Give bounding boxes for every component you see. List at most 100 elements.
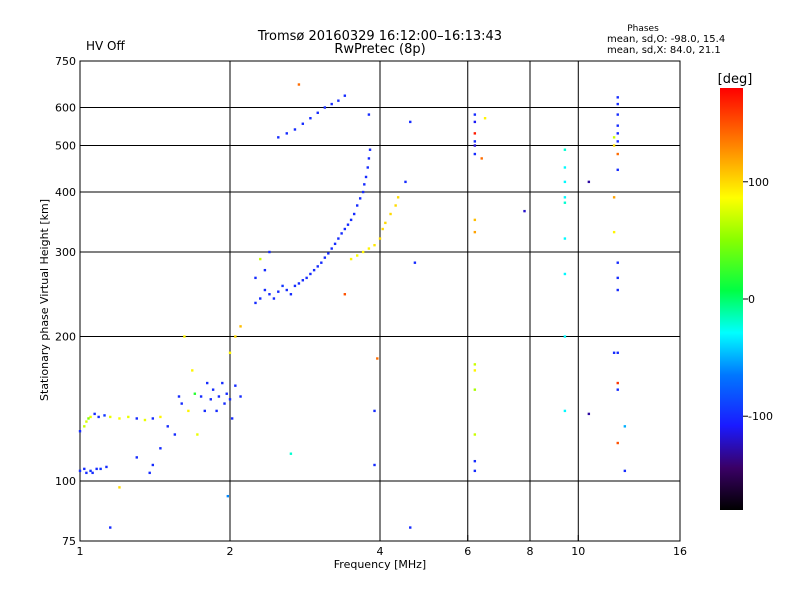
data-point xyxy=(272,297,276,300)
data-point xyxy=(612,351,616,354)
data-point xyxy=(563,335,567,338)
data-point xyxy=(118,417,121,420)
data-point xyxy=(205,381,209,385)
data-point xyxy=(616,102,619,106)
data-point xyxy=(473,120,477,124)
data-point xyxy=(234,335,237,338)
data-point xyxy=(587,180,591,184)
y-axis-ticks: 75 100 200 300 400 500 600 750 xyxy=(55,55,76,548)
data-point xyxy=(309,272,312,276)
data-point xyxy=(367,247,371,250)
data-point xyxy=(148,471,151,475)
data-point xyxy=(87,417,90,420)
data-point xyxy=(301,122,305,125)
data-point xyxy=(239,395,242,398)
data-point xyxy=(254,301,257,305)
data-point xyxy=(616,381,619,385)
data-point xyxy=(587,412,591,416)
data-point xyxy=(381,227,384,231)
data-point xyxy=(616,96,619,99)
data-point xyxy=(612,230,616,234)
data-point xyxy=(367,113,371,116)
data-point xyxy=(473,140,477,143)
data-point xyxy=(563,196,567,199)
data-point xyxy=(327,252,330,255)
data-point xyxy=(473,152,477,156)
data-point xyxy=(323,256,327,259)
data-point xyxy=(384,221,387,225)
data-point xyxy=(330,247,333,250)
data-point xyxy=(358,197,362,200)
data-point xyxy=(177,395,181,398)
data-point xyxy=(473,230,477,234)
data-point xyxy=(217,395,221,398)
data-point xyxy=(563,166,567,169)
data-point xyxy=(316,111,319,114)
data-point xyxy=(612,144,616,147)
grid-lines xyxy=(80,61,680,541)
data-point xyxy=(225,392,228,395)
data-point xyxy=(263,268,267,272)
data-point xyxy=(281,284,284,288)
data-point xyxy=(333,242,337,246)
data-point xyxy=(259,257,262,261)
data-point xyxy=(211,388,215,391)
data-point xyxy=(389,212,392,216)
data-point xyxy=(135,456,138,459)
data-point xyxy=(223,402,226,405)
data-point xyxy=(268,293,271,296)
data-point xyxy=(135,417,138,420)
data-point xyxy=(91,471,94,475)
data-point xyxy=(230,417,234,420)
data-point xyxy=(367,157,371,160)
data-point xyxy=(78,469,82,473)
data-point xyxy=(85,420,88,423)
data-point xyxy=(301,279,305,282)
data-point xyxy=(376,357,379,360)
data-point xyxy=(297,282,301,285)
data-points xyxy=(78,83,627,529)
data-point xyxy=(473,132,477,135)
data-point xyxy=(368,148,372,151)
data-point xyxy=(97,415,100,419)
data-point xyxy=(352,212,356,216)
data-point xyxy=(254,276,257,280)
data-point xyxy=(89,469,92,473)
data-point xyxy=(95,467,98,471)
data-point xyxy=(209,398,212,401)
data-point xyxy=(623,425,627,428)
data-point xyxy=(293,284,297,288)
data-point xyxy=(85,471,88,475)
data-point xyxy=(473,144,477,147)
data-point xyxy=(473,218,477,222)
data-point xyxy=(480,157,483,160)
data-point xyxy=(612,196,616,199)
data-point xyxy=(297,83,301,86)
data-point xyxy=(173,433,177,436)
data-point xyxy=(99,467,102,471)
data-point xyxy=(105,465,108,469)
data-point xyxy=(268,250,271,254)
data-point xyxy=(396,196,400,199)
data-point xyxy=(563,409,567,413)
phases-title: Phases xyxy=(627,24,659,34)
y-tick-label: 500 xyxy=(55,140,76,153)
data-point xyxy=(293,128,297,131)
data-point xyxy=(355,204,359,207)
data-point xyxy=(83,467,86,471)
data-point xyxy=(277,136,280,139)
data-point xyxy=(616,276,619,280)
data-point xyxy=(563,272,567,276)
data-point xyxy=(616,351,619,354)
data-point xyxy=(612,136,616,139)
data-point xyxy=(616,168,619,172)
x-tick-label: 4 xyxy=(377,545,384,558)
data-point xyxy=(337,99,340,102)
data-point xyxy=(616,152,619,156)
data-point xyxy=(616,388,619,391)
data-point xyxy=(404,180,407,184)
data-point xyxy=(616,113,619,116)
data-point xyxy=(413,261,417,264)
y-tick-label: 300 xyxy=(55,246,76,259)
data-point xyxy=(226,494,230,498)
